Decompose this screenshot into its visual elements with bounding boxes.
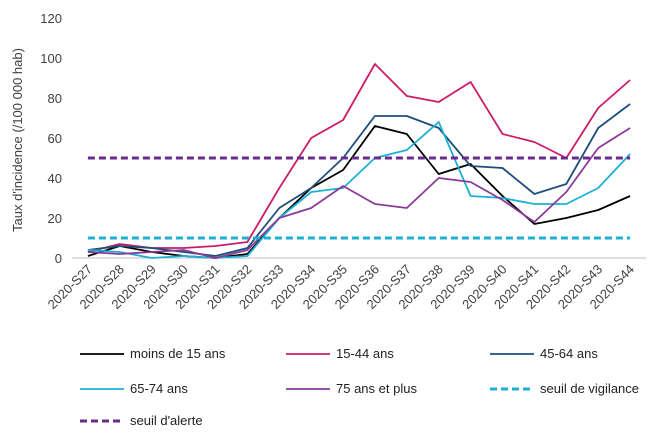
legend-label: moins de 15 ans <box>130 346 226 361</box>
legend-label: 45-64 ans <box>540 346 598 361</box>
series-line-1 <box>87 63 631 253</box>
legend: moins de 15 ans 15-44 ans 45-64 ans 65-74 a… <box>80 346 639 428</box>
y-tick-label: 120 <box>40 11 62 26</box>
series-line-3 <box>87 121 631 259</box>
legend-label: 75 ans et plus <box>336 381 417 396</box>
y-tick-label: 60 <box>48 131 62 146</box>
legend-label: 15-44 ans <box>336 346 394 361</box>
y-tick-label: 20 <box>48 211 62 226</box>
series-line-4 <box>87 127 631 259</box>
x-axis-ticks: 2020-S272020-S282020-S292020-S302020-S31… <box>45 262 638 312</box>
y-tick-label: 80 <box>48 91 62 106</box>
series-lines <box>87 63 631 259</box>
legend-label: seuil d'alerte <box>130 413 203 428</box>
legend-label: seuil de vigilance <box>540 381 639 396</box>
series-line-2 <box>87 103 631 257</box>
series-line-0 <box>87 125 631 259</box>
y-tick-label: 40 <box>48 171 62 186</box>
y-tick-label: 0 <box>55 251 62 266</box>
y-axis-label: Taux d'incidence (/100 000 hab) <box>10 48 25 232</box>
y-tick-label: 100 <box>40 51 62 66</box>
legend-label: 65-74 ans <box>130 381 188 396</box>
y-axis-ticks: 0 20 40 60 80 100 120 <box>40 11 62 266</box>
